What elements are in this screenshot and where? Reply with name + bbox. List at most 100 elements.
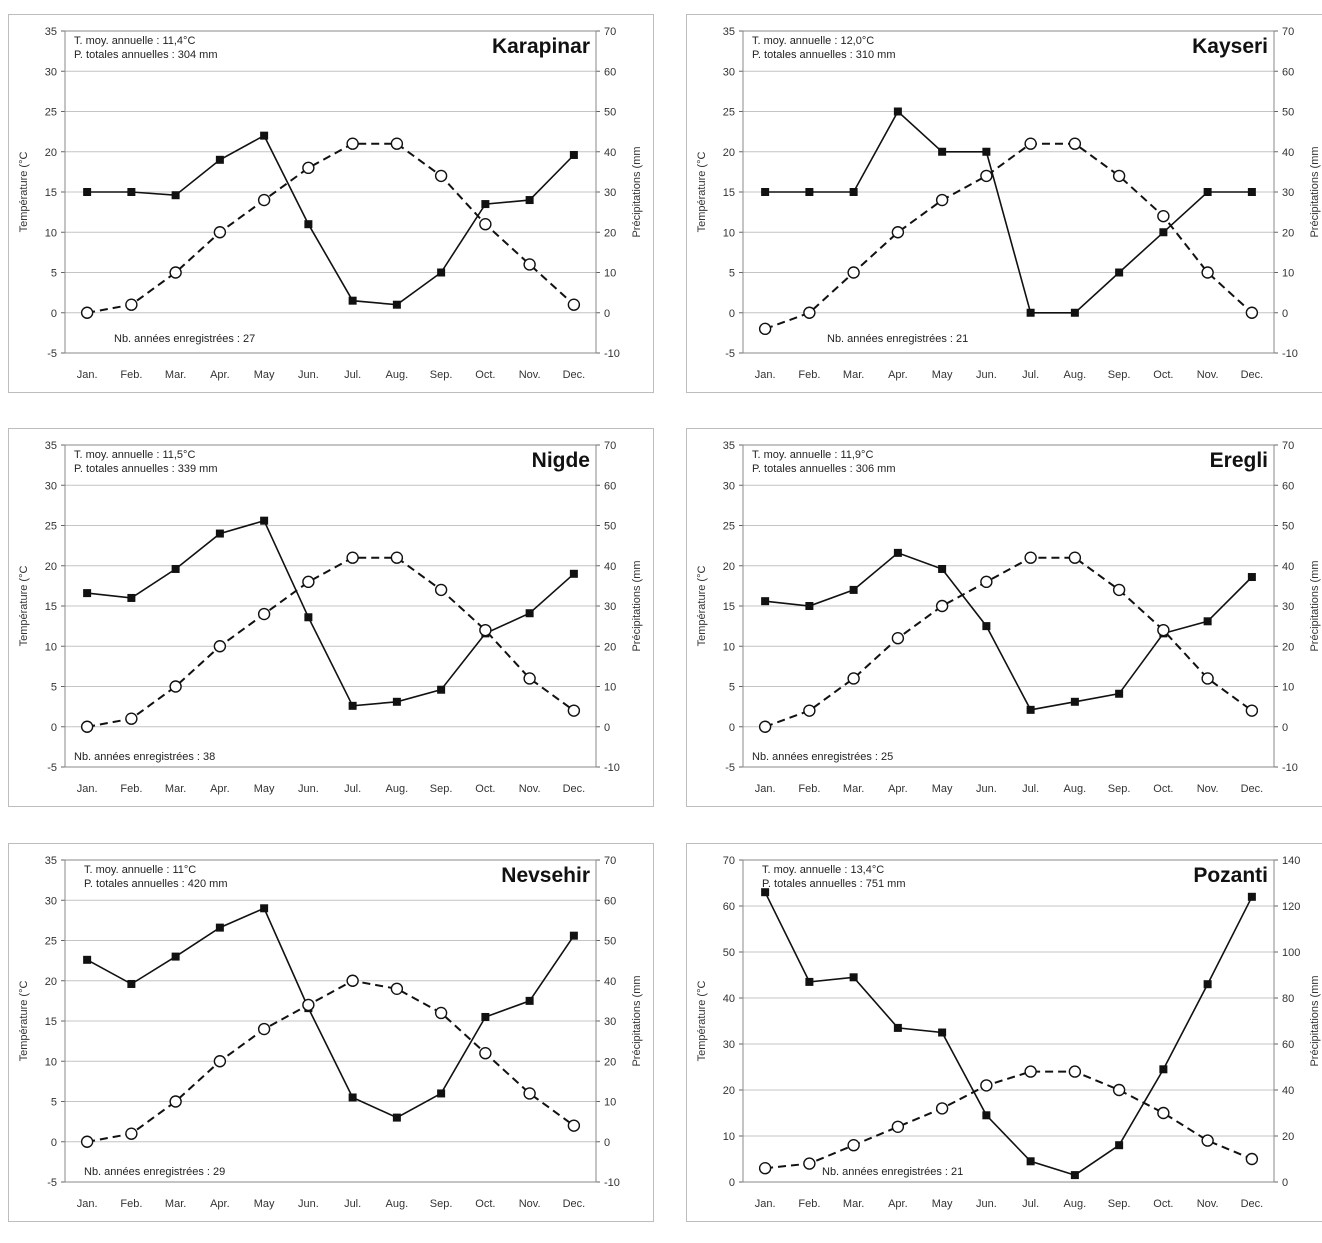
station-title: Nevsehir [501,864,590,887]
x-tick-label: Sep. [1108,783,1131,795]
y-tick-label: 25 [45,521,57,533]
climate-chart-pozanti: 0 10 20 30 40 50 60 70 0 20 40 60 80 100 120 140 Jan. Feb… [686,843,1322,1243]
y2-tick-label: 0 [604,722,610,734]
precipitation-point [1024,137,1037,150]
plot-area-border [64,30,597,354]
y-tick-label: 15 [45,1016,57,1028]
temperature-point [392,300,401,309]
y-axis-title: Température (°C [18,152,30,233]
x-tick-label: Dec. [563,369,586,381]
temperature-point [849,188,858,196]
y2-tick-label: 50 [1282,107,1294,119]
y-tick-label: 25 [723,107,735,119]
station-title: Pozanti [1193,864,1268,887]
climate-chart-nigde: -5 0 5 10 15 20 25 30 35 -10 0 10 20 30 40 50 60 70 Jan. Fe… [8,428,660,828]
precipitation-point [567,704,581,717]
annual-precipitation-note: P. totales annuelles : 420 mm [84,878,228,890]
x-tick-label: Aug. [1064,783,1087,795]
temperature-series-line [87,134,575,306]
x-tick-label: Jul. [344,1198,361,1210]
precipitation-point [1068,551,1082,564]
temperature-point [1026,308,1035,317]
y2-tick-label: 0 [604,1137,610,1149]
y2-tick-label: -10 [604,762,620,774]
x-tick-label: Feb. [120,783,142,795]
y2-tick-label: 30 [604,187,616,199]
temperature-point [437,1089,446,1098]
y-tick-label: 20 [723,1085,735,1097]
precipitation-point [980,1079,993,1092]
precipitation-point [1245,306,1259,319]
x-tick-label: Feb. [798,369,820,381]
chart-svg: -5 0 5 10 15 20 25 30 35 -10 0 10 20 30 40 50 60 70 Jan. Fe… [18,855,643,1210]
y-tick-label: 0 [729,308,735,320]
y-tick-label: 30 [45,66,57,78]
x-tick-label: Oct. [475,783,495,795]
x-tick-label: Jan. [77,369,98,381]
x-tick-label: Oct. [1153,783,1173,795]
y-tick-label: 50 [723,947,735,959]
precipitation-point [891,631,905,645]
temperature-point [805,188,814,196]
chart-frame [8,14,654,393]
temperature-point [127,188,136,196]
climate-chart-nevsehir: -5 0 5 10 15 20 25 30 35 -10 0 10 20 30 40 50 60 70 Jan. Fe… [8,843,660,1243]
temperature-point [525,609,534,618]
temperature-point [83,188,92,196]
annual-precipitation-note: P. totales annuelles : 304 mm [74,49,218,61]
temperature-point [1203,617,1212,626]
precipitation-point [169,680,182,693]
temperature-point [260,516,269,525]
x-tick-label: Oct. [1153,1198,1173,1210]
y2-tick-label: 20 [604,227,616,239]
x-tick-label: Aug. [1064,369,1087,381]
y2-tick-label: 40 [1282,1085,1294,1097]
temperature-point [761,188,770,196]
annual-mean-temperature-note: T. moy. annuelle : 11,4°C [74,35,195,47]
precipitation-point [1024,551,1037,564]
y-tick-label: 25 [45,107,57,119]
precipitation-point [523,258,536,271]
y2-tick-label: 10 [604,682,616,694]
y-tick-label: 30 [723,480,735,492]
temperature-point [1159,1065,1168,1074]
x-tick-label: Nov. [1197,1198,1219,1210]
x-tick-label: Mar. [165,1198,186,1210]
chart-frame [8,428,654,807]
temperature-point [127,979,136,988]
x-tick-label: Dec. [1241,783,1264,795]
precipitation-point [758,322,772,336]
recorded-years-note: Nb. années enregistrées : 27 [114,333,255,345]
precipitation-point [434,583,448,597]
temperature-point [348,1093,357,1102]
x-tick-label: Jan. [755,1198,776,1210]
y-tick-label: 30 [45,895,57,907]
annual-mean-temperature-note: T. moy. annuelle : 11,5°C [74,449,195,461]
x-tick-label: Mar. [843,369,864,381]
y-axis-title: Température (°C [696,152,708,233]
precipitation-point [125,298,138,311]
temperature-point [982,1111,991,1120]
y-tick-label: -5 [47,762,57,774]
chart-svg: 0 10 20 30 40 50 60 70 0 20 40 60 80 100 120 140 Jan. Feb… [696,855,1321,1210]
x-tick-label: Jun. [298,783,319,795]
precipitation-point [390,137,404,150]
temperature-point [805,602,814,610]
x-tick-label: Feb. [120,1198,142,1210]
chart-svg: -5 0 5 10 15 20 25 30 35 -10 0 10 20 30 40 50 60 70 Jan. Fe… [696,440,1321,795]
temperature-point [1026,705,1035,714]
x-tick-label: Nov. [519,369,541,381]
y-tick-label: 15 [45,187,57,199]
temperature-point [525,196,534,205]
annual-precipitation-note: P. totales annuelles : 751 mm [762,878,906,890]
y2-tick-label: 10 [1282,682,1294,694]
precipitation-point [1112,583,1126,597]
y2-tick-label: 20 [1282,641,1294,653]
precipitation-point [803,704,816,717]
station-title: Karapinar [492,35,590,58]
y-axis-title: Température (°C [696,566,708,647]
x-tick-label: May [932,369,953,381]
precipitation-point [847,1139,860,1152]
x-tick-label: Apr. [210,369,230,381]
y-tick-label: 0 [729,1177,735,1189]
